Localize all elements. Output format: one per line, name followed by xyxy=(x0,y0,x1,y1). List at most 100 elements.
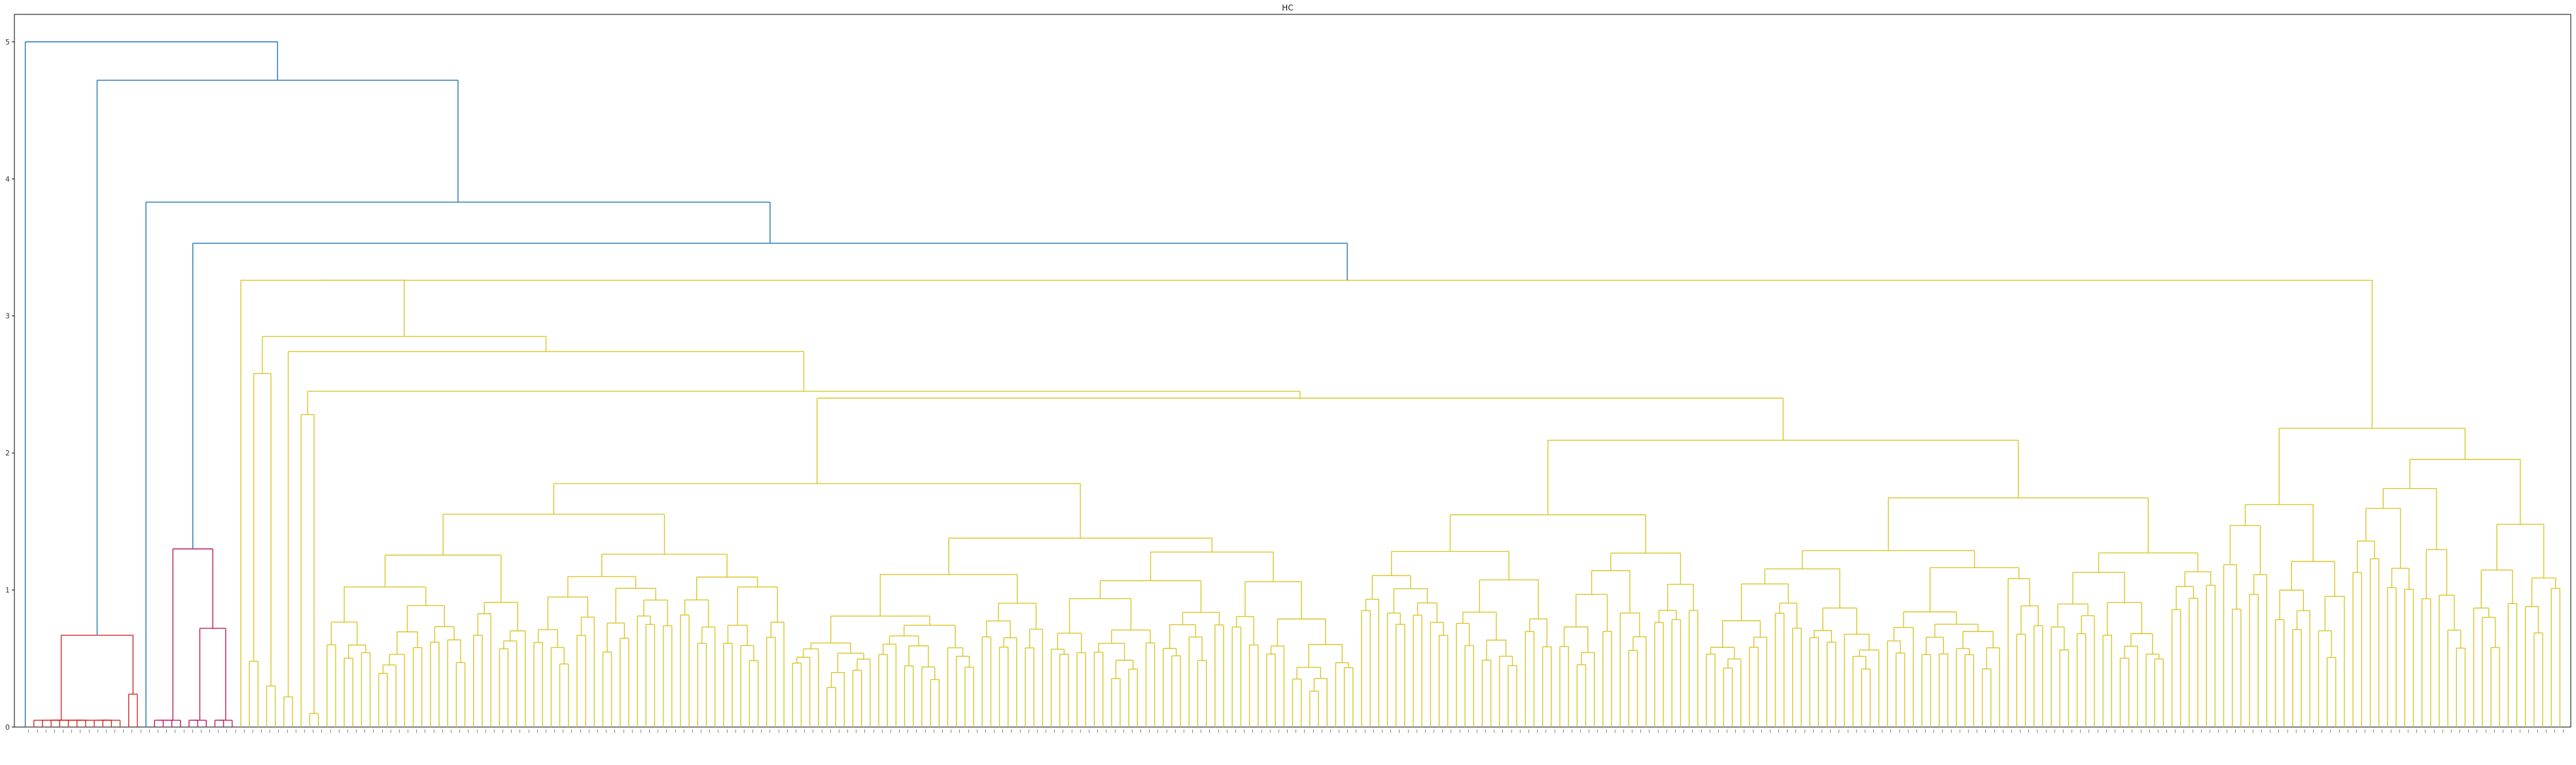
leaf-label: — xyxy=(1483,730,1489,733)
leaf-label: — xyxy=(121,730,127,733)
leaf-label: — xyxy=(2423,730,2429,733)
leaf-label: — xyxy=(1724,730,1730,733)
leaf-label: — xyxy=(1078,730,1084,733)
leaf-label: — xyxy=(1345,730,1351,733)
leaf-label: — xyxy=(2362,730,2368,733)
leaf-label: — xyxy=(500,730,506,733)
leaf-label: — xyxy=(741,730,747,733)
dendrogram-links xyxy=(24,41,2561,727)
leaf-label: — xyxy=(1138,730,1144,733)
leaf-label: — xyxy=(508,730,514,733)
leaf-label: — xyxy=(1845,730,1851,733)
leaf-label: — xyxy=(1854,730,1860,733)
leaf-label: — xyxy=(491,730,497,733)
leaf-label: — xyxy=(26,730,32,733)
leaf-label: — xyxy=(2190,730,2196,733)
leaf-label: — xyxy=(1121,730,1127,733)
leaf-label: — xyxy=(345,730,351,733)
leaf-label: — xyxy=(474,730,480,733)
leaf-label: — xyxy=(2017,730,2023,733)
leaf-label: — xyxy=(353,730,359,733)
leaf-label: — xyxy=(2215,730,2221,733)
leaf-label: — xyxy=(2509,730,2514,733)
leaf-label: — xyxy=(2388,730,2394,733)
leaf-label: — xyxy=(811,730,817,733)
leaf-label: — xyxy=(1647,730,1653,733)
leaf-label: — xyxy=(2414,730,2420,733)
leaf-label: — xyxy=(1207,730,1213,733)
y-axis: 0 1 2 3 4 5 xyxy=(5,38,14,732)
leaf-label: — xyxy=(2293,730,2299,733)
leaf-label: — xyxy=(457,730,463,733)
leaf-label: — xyxy=(1034,730,1040,733)
leaf-label: — xyxy=(966,730,972,733)
leaf-label: — xyxy=(931,730,937,733)
leaf-label: — xyxy=(1578,730,1583,733)
leaf-label: — xyxy=(1017,730,1023,733)
leaf-label: — xyxy=(1500,730,1506,733)
leaf-label: — xyxy=(1069,730,1075,733)
leaf-label: — xyxy=(1742,730,1748,733)
leaf-label: — xyxy=(1561,730,1566,733)
leaf-label: — xyxy=(1810,730,1816,733)
leaf-label: — xyxy=(2172,730,2178,733)
leaf-label: — xyxy=(1672,730,1678,733)
leaf-label: — xyxy=(2431,730,2437,733)
leaf-label: — xyxy=(310,730,316,733)
leaf-label: — xyxy=(224,730,230,733)
leaf-label: — xyxy=(1164,730,1170,733)
leaf-label: — xyxy=(2397,730,2403,733)
leaf-label: — xyxy=(2492,730,2497,733)
leaf-label: — xyxy=(879,730,885,733)
leaf-label: — xyxy=(2405,730,2411,733)
leaf-label: — xyxy=(207,730,213,733)
leaf-label: — xyxy=(1827,730,1833,733)
leaf-label: — xyxy=(655,730,661,733)
leaf-label: — xyxy=(405,730,411,733)
leaf-label: — xyxy=(759,730,765,733)
leaf-label: — xyxy=(2225,730,2231,733)
leaf-label: — xyxy=(155,730,161,733)
leaf-label: — xyxy=(603,730,609,733)
leaf-label: — xyxy=(1311,730,1316,733)
leaf-label: — xyxy=(2345,730,2351,733)
leaf-label: — xyxy=(1009,730,1015,733)
leaf-label: — xyxy=(2475,730,2480,733)
leaf-label: — xyxy=(2457,730,2463,733)
leaf-label: — xyxy=(1992,730,1998,733)
leaf-label: — xyxy=(78,730,84,733)
leaf-label: — xyxy=(2147,730,2153,733)
leaf-label: — xyxy=(1974,730,1980,733)
leaf-label: — xyxy=(1422,730,1428,733)
leaf-label: — xyxy=(1043,730,1049,733)
leaf-label: — xyxy=(1267,730,1273,733)
leaf-label: — xyxy=(2267,730,2273,733)
leaf-label: — xyxy=(2181,730,2187,733)
chart-title: HC xyxy=(1282,3,1293,12)
leaf-label: — xyxy=(250,730,256,733)
leaf-label: — xyxy=(2500,730,2506,733)
leaf-label: — xyxy=(906,730,911,733)
leaf-label: — xyxy=(483,730,489,733)
leaf-label: — xyxy=(1905,730,1911,733)
leaf-label: — xyxy=(2285,730,2291,733)
leaf-label: — xyxy=(1216,730,1222,733)
leaf-label: — xyxy=(586,730,592,733)
leaf-label: — xyxy=(466,730,472,733)
leaf-label: — xyxy=(2207,730,2213,733)
leaf-label: — xyxy=(957,730,963,733)
leaf-label: — xyxy=(1147,730,1153,733)
leaf-label: — xyxy=(629,730,635,733)
leaf-label: — xyxy=(1431,730,1437,733)
leaf-label: — xyxy=(1449,730,1455,733)
leaf-label: — xyxy=(190,730,196,733)
leaf-label: — xyxy=(1940,730,1946,733)
leaf-label: — xyxy=(1922,730,1928,733)
leaf-label: — xyxy=(1707,730,1713,733)
leaf-label: — xyxy=(233,730,239,733)
leaf-label: — xyxy=(2448,730,2454,733)
leaf-label: — xyxy=(362,730,368,733)
leaf-labels: — — — — — — — — — — — — — — — — — — — — — — — — — — — — — — — — — — — — — — — —… xyxy=(26,730,2567,733)
leaf-label: — xyxy=(2155,730,2161,733)
leaf-label: — xyxy=(733,730,739,733)
